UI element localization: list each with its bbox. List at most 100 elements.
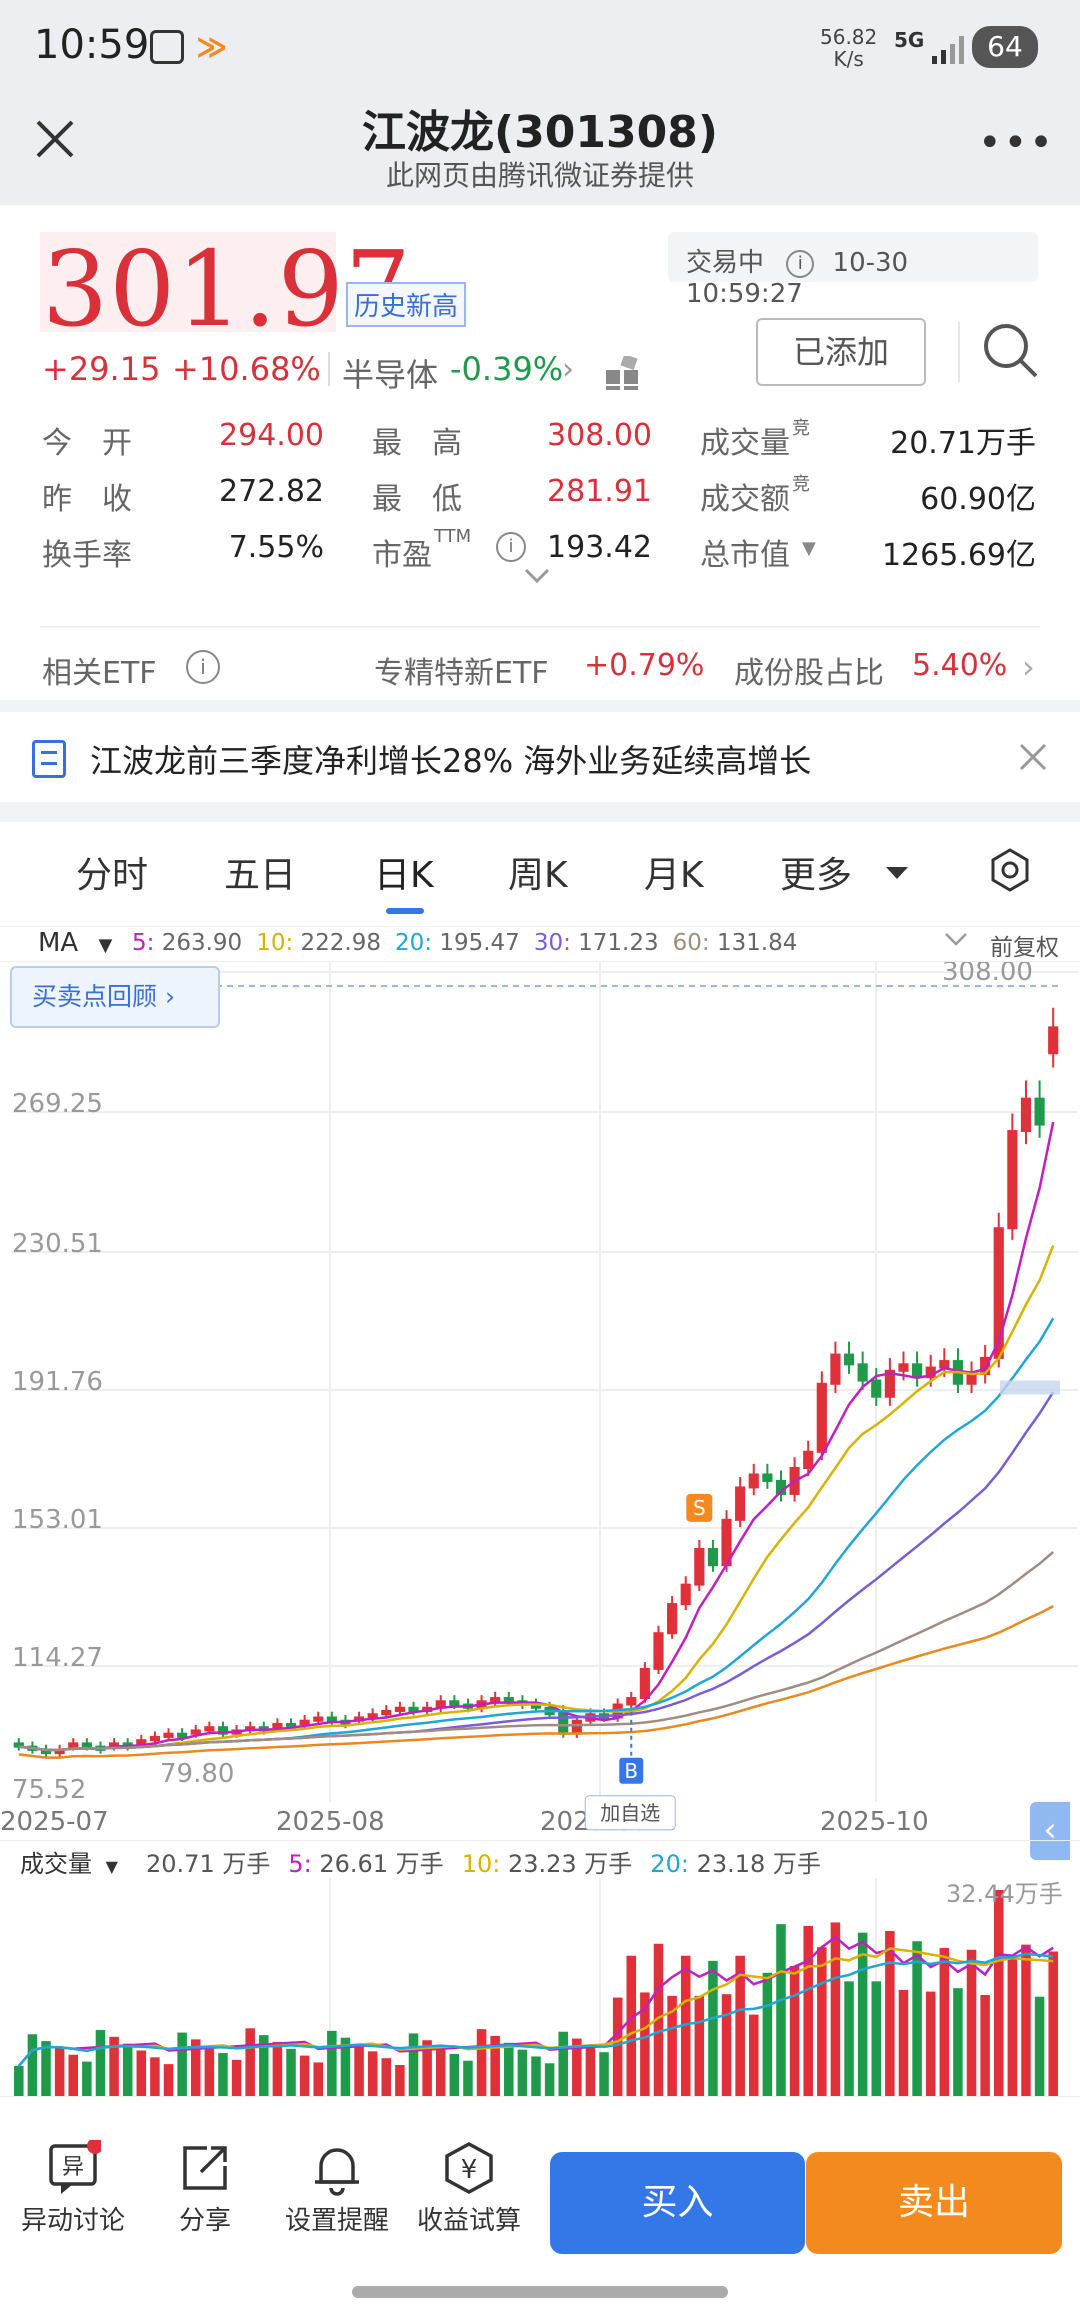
price-change: +29.15 [42,350,161,388]
grid-icon[interactable] [606,353,640,394]
volume-bar [667,1995,677,2100]
price-change-pct: +10.68% [172,350,321,388]
close-icon[interactable] [30,114,80,164]
etf-label: 相关ETF [42,656,157,691]
ma-selector[interactable]: MA ▼ [38,928,112,958]
tab-weekly-k[interactable]: 周K [508,855,568,896]
share-label: 分享 [178,2206,231,2236]
candle-body [313,1716,324,1722]
news-text[interactable]: 江波龙前三季度净利增长28% 海外业务延续高增长 [90,742,812,780]
tab-daily-k[interactable]: 日K [374,855,434,896]
candle-body [217,1726,229,1735]
pe-info-icon[interactable]: i [496,532,526,562]
more-menu-icon[interactable]: ••• [978,120,1055,166]
sector-name[interactable]: 半导体 [342,356,439,394]
divider [328,352,330,386]
candle-body [326,1716,337,1722]
discussion-button[interactable]: 异 异动讨论 [18,2138,128,2237]
y-tick-label: 114.27 [12,1643,103,1673]
volume-bar [109,2036,119,2100]
price-band [1000,1380,1060,1395]
set-alert-button[interactable]: 设置提醒 [282,2140,392,2237]
candle-body [408,1706,419,1713]
sell-marker [686,1493,713,1522]
y-tick-label: 230.51 [12,1229,103,1259]
stat-label: 昨 收 [42,482,132,517]
profit-calc-button[interactable]: ¥ 收益试算 [414,2140,524,2237]
ma-line [18,1391,1055,1752]
volume-ma-line [17,1935,1054,2067]
volume-key: 5: [288,1850,312,1878]
etf-chevron-icon[interactable]: › [1022,648,1035,686]
adjust-label[interactable]: 前复权 [990,935,1059,961]
info-icon[interactable]: i [786,249,815,278]
volume-bar [653,1943,664,2100]
stat-superscript: 竞 [792,418,810,439]
ma-line [18,1317,1055,1752]
volume-selector[interactable]: 成交量 ▼ [20,1844,118,1879]
volume-bar [966,1949,977,2100]
y-tick-label: 269.25 [12,1089,103,1119]
candlestick-chart[interactable]: 308.00 269.25 230.51 191.76 153.01 114.27 79.8… [0,962,1080,1842]
stat-value: 272.82 [219,474,324,509]
volume-bar [953,1988,963,2100]
volume-bar [381,2058,392,2100]
ma-collapse-icon[interactable] [944,932,968,952]
volume-bar [871,1981,882,2100]
trade-review-button[interactable]: 买卖点回顾 › [10,966,220,1028]
stat-label: 市盈 [372,538,432,573]
volume-bar [82,2061,92,2100]
svg-text:异: 异 [62,2155,84,2180]
added-watchlist-button[interactable]: 已添加 [756,318,926,386]
share-button[interactable]: 分享 [150,2140,260,2237]
sector-change[interactable]: -0.39% [450,350,564,388]
tab-more[interactable]: 更多 [780,855,853,896]
etf-change: +0.79% [584,648,705,683]
volume-bar [939,1948,950,2100]
volume-key: 20: [650,1850,689,1878]
volume-bar [504,2042,514,2100]
candle-body [884,1369,895,1398]
sell-marker-label: S [693,1496,706,1520]
discussion-icon: 异 [18,2138,128,2200]
volume-bar [122,2043,133,2100]
buy-marker [619,1757,644,1784]
volume-bar [190,2039,201,2100]
market-cap-dropdown-icon[interactable]: ▼ [802,538,816,559]
etf-info-icon[interactable]: i [186,650,220,684]
stat-label: 成交额 [700,482,790,517]
volume-chart[interactable]: 32.44万手 [0,1878,1080,2100]
candle-body [204,1726,215,1732]
y-tick-label: 153.01 [12,1505,103,1535]
etf-name[interactable]: 专精特新ETF [374,656,549,691]
buy-button[interactable]: 买入 [550,2152,805,2254]
volume-bar [163,2064,174,2100]
home-indicator[interactable] [352,2286,728,2298]
chevron-right-icon[interactable]: › [562,352,574,387]
chart-settings-icon[interactable] [988,848,1032,896]
status-bar: 10:59 ≫ 56.82 K/s 5G 64 [0,0,1080,90]
volume-bar [54,2047,65,2100]
tab-five-day[interactable]: 五日 [224,855,297,896]
news-banner[interactable]: 江波龙前三季度净利增长28% 海外业务延续高增长 [0,712,1080,802]
dropdown-arrow-icon[interactable] [886,866,908,885]
volume-label: 成交量 [20,1850,92,1878]
volume-bar [803,1925,813,2100]
volume-bar [1021,1944,1031,2100]
sell-button[interactable]: 卖出 [806,2152,1062,2254]
tab-intraday[interactable]: 分时 [76,855,149,896]
page-title: 江波龙(301308) [362,107,718,158]
news-close-icon[interactable] [1018,742,1048,776]
search-icon[interactable] [978,318,1042,386]
volume-bar [830,1922,841,2100]
volume-bar [1034,1996,1045,2100]
expand-chevron-icon[interactable] [524,568,550,588]
candle-body [81,1742,92,1748]
trading-status-label: 交易中 [686,248,765,278]
etf-share: 5.40% [912,648,1008,683]
tab-monthly-k[interactable]: 月K [644,855,704,896]
volume-bar [993,1890,1004,2100]
all-time-high-badge: 历史新高 [346,282,467,327]
volume-bar [694,1995,705,2100]
candle-body [449,1700,460,1706]
